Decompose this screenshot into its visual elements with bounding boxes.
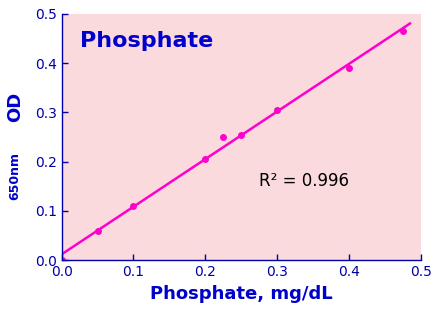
- Text: OD: OD: [6, 92, 24, 122]
- Point: [94, 228, 101, 233]
- Point: [274, 107, 281, 112]
- Point: [202, 157, 209, 162]
- Text: R² = 0.996: R² = 0.996: [259, 172, 349, 190]
- Point: [399, 29, 406, 34]
- Point: [238, 132, 245, 137]
- Point: [58, 258, 65, 263]
- X-axis label: Phosphate, mg/dL: Phosphate, mg/dL: [150, 285, 333, 303]
- Text: Phosphate: Phosphate: [80, 31, 213, 51]
- Point: [345, 66, 352, 71]
- Point: [220, 135, 227, 140]
- Text: 650nm: 650nm: [8, 152, 22, 200]
- Point: [130, 204, 137, 209]
